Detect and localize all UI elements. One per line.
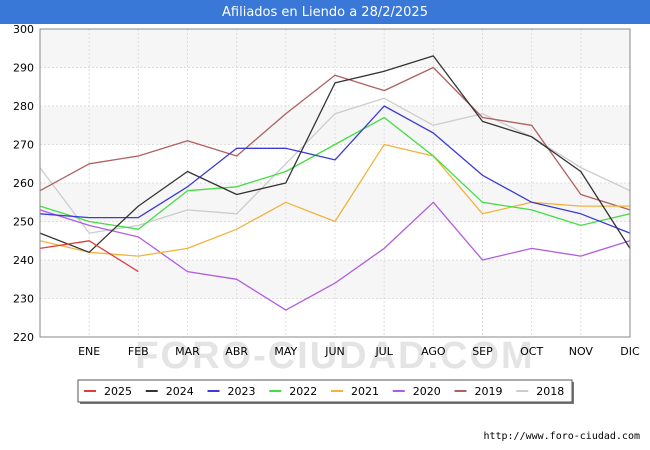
x-tick-label: MAY	[274, 345, 297, 358]
y-tick-label: 240	[13, 254, 34, 267]
x-tick-label: JUL	[374, 345, 393, 358]
series-lines	[39, 55, 631, 311]
x-tick-label: FEB	[128, 345, 149, 358]
y-tick-label: 250	[13, 216, 34, 229]
x-tick-label: ABR	[225, 345, 248, 358]
legend-label-2018: 2018	[536, 385, 564, 398]
series-line-2023	[39, 105, 631, 234]
y-tick-label: 230	[13, 293, 34, 306]
source-url: http://www.foro-ciudad.com	[483, 431, 640, 442]
x-tick-label: DIC	[620, 345, 640, 358]
legend-box	[77, 379, 573, 403]
x-tick-label: OCT	[520, 345, 543, 358]
legend-label-2019: 2019	[475, 385, 503, 398]
series-line-2020	[39, 201, 631, 311]
y-tick-label: 280	[13, 100, 34, 113]
axes: 220 230 240 250 260 270 280 290 300 ENE FEB MAR ABR M…	[13, 23, 640, 358]
chart-title: Afiliados en Liendo a 28/2/2025	[0, 0, 650, 24]
x-tick-label: NOV	[569, 345, 594, 358]
legend-label-2025: 2025	[104, 385, 132, 398]
x-tick-label: AGO	[421, 345, 446, 358]
y-tick-label: 260	[13, 177, 34, 190]
watermark: FORO-CIUDAD.COM	[135, 335, 534, 377]
x-tick-label: ENE	[78, 345, 100, 358]
series-line-2022	[39, 116, 631, 230]
y-tick-label: 290	[13, 62, 34, 75]
legend-label-2021: 2021	[351, 385, 379, 398]
legend-label-2020: 2020	[413, 385, 441, 398]
legend-label-2023: 2023	[228, 385, 256, 398]
series-line-2025	[39, 240, 139, 273]
x-tick-label: MAR	[175, 345, 200, 358]
legend-label-2024: 2024	[166, 385, 194, 398]
x-tick-label: JUN	[324, 345, 345, 358]
legend: 2025 2024 2023 2022 2021 2020 2019 2018	[77, 379, 574, 404]
series-line-2024	[39, 55, 631, 253]
y-tick-label: 300	[13, 23, 34, 36]
y-tick-label: 220	[13, 331, 34, 344]
x-tick-label: SEP	[472, 345, 493, 358]
y-tick-label: 270	[13, 139, 34, 152]
series-line-2019	[39, 66, 631, 211]
plot-frame	[39, 28, 631, 338]
legend-label-2022: 2022	[289, 385, 317, 398]
